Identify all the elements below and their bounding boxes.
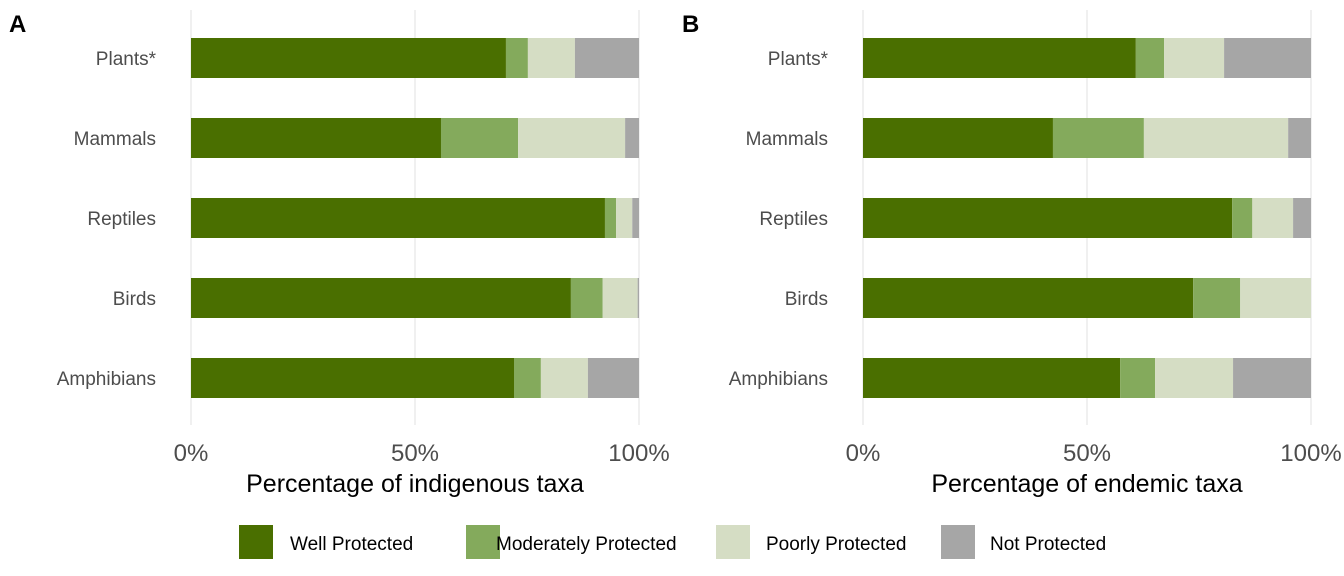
panel-a-bar-not-protected	[632, 198, 639, 238]
panel-b-bar-not-protected	[1224, 38, 1311, 78]
panel-b-category-label: Amphibians	[729, 369, 828, 390]
panel-a-category-label: Plants*	[96, 49, 157, 70]
panel-a-bar-well-protected	[191, 278, 571, 318]
panel-b-bar-not-protected	[1233, 358, 1311, 398]
panel-a-bar-not-protected	[587, 358, 639, 398]
panel-b-bar-moderately-protected	[1120, 358, 1156, 398]
panel-a-bar-not-protected	[637, 278, 639, 318]
panel-a-bar-moderately-protected	[505, 38, 528, 78]
panel-b-bar-moderately-protected	[1135, 38, 1165, 78]
panel-b-bar-well-protected	[863, 358, 1121, 398]
panel-b-bar-moderately-protected	[1052, 118, 1144, 158]
legend-label-moderately-protected: Moderately Protected	[496, 534, 677, 555]
legend-label-well-protected: Well Protected	[290, 534, 413, 555]
panel-a-category-label: Reptiles	[87, 209, 156, 230]
panel-a-tick-label: 100%	[608, 440, 669, 467]
panel-b: B Plants* Mammals Reptiles Birds Amphibi…	[682, 10, 1342, 498]
panel-a-bars	[191, 38, 639, 398]
panel-a-bar-well-protected	[191, 198, 605, 238]
panel-a-category-label: Amphibians	[57, 369, 156, 390]
panel-b-bar-well-protected	[863, 38, 1136, 78]
panel-a-bar-well-protected	[191, 38, 506, 78]
panel-b-tick-label: 50%	[1063, 440, 1111, 467]
panel-b-category-label: Mammals	[746, 129, 828, 150]
panel-b-category-label: Reptiles	[759, 209, 828, 230]
panel-a-bar-moderately-protected	[514, 358, 541, 398]
panel-a-tag: A	[9, 11, 26, 38]
panel-b-bar-poorly-protected	[1155, 358, 1234, 398]
panel-b-bar-well-protected	[863, 278, 1194, 318]
panel-b-bar-poorly-protected	[1143, 118, 1289, 158]
panel-a-category-label: Mammals	[74, 129, 156, 150]
panel-b-bar-not-protected	[1293, 198, 1311, 238]
panel-b-bar-moderately-protected	[1193, 278, 1241, 318]
panel-b-category-label: Birds	[785, 289, 828, 310]
panel-b-bar-moderately-protected	[1232, 198, 1253, 238]
panel-a-bar-poorly-protected	[616, 198, 633, 238]
panel-a-bar-not-protected	[625, 118, 639, 158]
legend-swatch-poorly-protected	[716, 525, 750, 559]
panel-b-bar-poorly-protected	[1240, 278, 1311, 318]
panel-a-bar-not-protected	[574, 38, 639, 78]
legend-label-not-protected: Not Protected	[990, 534, 1106, 555]
panel-a-bar-well-protected	[191, 118, 441, 158]
panel-a-bar-poorly-protected	[518, 118, 626, 158]
legend-label-poorly-protected: Poorly Protected	[766, 534, 906, 555]
legend-swatch-moderately-protected	[466, 525, 500, 559]
panel-b-tick-label: 0%	[846, 440, 881, 467]
panel-a-category-label: Birds	[113, 289, 156, 310]
panel-b-bar-poorly-protected	[1164, 38, 1225, 78]
panel-a-bar-well-protected	[191, 358, 515, 398]
panel-b-tick-label: 100%	[1280, 440, 1341, 467]
panel-a-bar-poorly-protected	[540, 358, 588, 398]
panel-a-bar-moderately-protected	[604, 198, 617, 238]
panel-a-bar-moderately-protected	[570, 278, 603, 318]
panel-a-bar-poorly-protected	[602, 278, 638, 318]
panel-b-bar-poorly-protected	[1252, 198, 1294, 238]
panel-a-tick-label: 50%	[391, 440, 439, 467]
panel-b-bar-not-protected	[1288, 118, 1311, 158]
panel-a: A Plants* Mammals Reptiles Birds Amphibi…	[9, 10, 670, 498]
legend: Well Protected Moderately Protected Poor…	[239, 525, 1106, 559]
panel-b-bar-well-protected	[863, 198, 1233, 238]
legend-swatch-not-protected	[941, 525, 975, 559]
panel-b-bar-well-protected	[863, 118, 1053, 158]
panel-b-tag: B	[682, 11, 699, 38]
panel-b-category-label: Plants*	[768, 49, 829, 70]
panel-a-tick-label: 0%	[174, 440, 209, 467]
panel-a-bar-moderately-protected	[440, 118, 519, 158]
panel-b-bars	[863, 38, 1311, 398]
panel-a-bar-poorly-protected	[527, 38, 575, 78]
legend-swatch-well-protected	[239, 525, 273, 559]
panel-b-x-axis-title: Percentage of endemic taxa	[931, 470, 1242, 498]
panel-a-x-axis-title: Percentage of indigenous taxa	[246, 470, 584, 498]
